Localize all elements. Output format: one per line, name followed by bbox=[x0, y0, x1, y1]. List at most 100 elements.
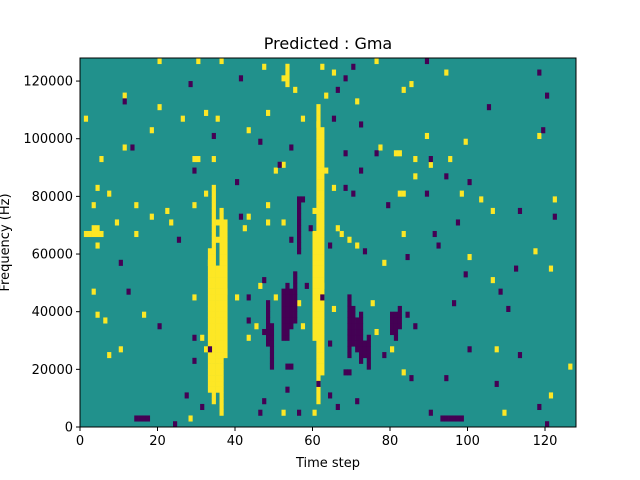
low-value-cell bbox=[269, 346, 275, 353]
low-value-cell bbox=[293, 282, 298, 289]
low-value-cell bbox=[405, 311, 410, 318]
low-value-cell bbox=[424, 190, 430, 197]
low-value-cell bbox=[320, 294, 325, 301]
low-value-cell bbox=[351, 340, 356, 347]
low-value-cell bbox=[351, 63, 356, 70]
low-value-cell bbox=[343, 150, 348, 157]
low-value-cell bbox=[285, 323, 290, 330]
low-value-cell bbox=[351, 323, 356, 330]
low-value-cell bbox=[262, 398, 267, 405]
high-value-cell bbox=[312, 294, 317, 301]
high-value-cell bbox=[219, 369, 224, 376]
high-value-cell bbox=[219, 392, 224, 399]
low-value-cell bbox=[297, 236, 302, 243]
high-value-cell bbox=[219, 277, 224, 284]
plot-frame bbox=[79, 57, 577, 428]
high-value-cell bbox=[316, 346, 321, 353]
high-value-cell bbox=[300, 323, 306, 330]
x-tick-label: 100 bbox=[455, 434, 480, 449]
low-value-cell bbox=[281, 334, 286, 341]
high-value-cell bbox=[316, 311, 321, 318]
high-value-cell bbox=[219, 213, 224, 220]
low-value-cell bbox=[289, 300, 294, 307]
high-value-cell bbox=[285, 63, 290, 70]
low-value-cell bbox=[347, 294, 352, 301]
low-value-cell bbox=[238, 75, 244, 82]
high-value-cell bbox=[219, 363, 224, 370]
low-value-cell bbox=[266, 311, 271, 318]
high-value-cell bbox=[134, 230, 139, 238]
high-value-cell bbox=[355, 242, 360, 249]
high-value-cell bbox=[320, 259, 325, 266]
high-value-cell bbox=[211, 196, 216, 203]
high-value-cell bbox=[320, 190, 325, 197]
high-value-cell bbox=[215, 277, 220, 284]
high-value-cell bbox=[320, 132, 325, 140]
low-value-cell bbox=[289, 144, 294, 151]
high-value-cell bbox=[312, 230, 317, 238]
low-value-cell bbox=[517, 352, 523, 359]
high-value-cell bbox=[316, 334, 321, 341]
high-value-cell bbox=[285, 81, 290, 88]
high-value-cell bbox=[281, 161, 286, 168]
low-value-cell bbox=[293, 271, 298, 278]
high-value-cell bbox=[134, 202, 139, 209]
high-value-cell bbox=[207, 386, 213, 393]
high-value-cell bbox=[211, 184, 216, 191]
low-value-cell bbox=[351, 311, 356, 318]
high-value-cell bbox=[320, 179, 325, 186]
high-value-cell bbox=[246, 127, 251, 134]
low-value-cell bbox=[452, 415, 457, 422]
high-value-cell bbox=[211, 340, 216, 347]
high-value-cell bbox=[293, 86, 298, 93]
chart-title: Predicted : Gma bbox=[264, 34, 392, 53]
high-value-cell bbox=[316, 352, 321, 359]
high-value-cell bbox=[207, 363, 213, 370]
high-value-cell bbox=[149, 213, 154, 220]
high-value-cell bbox=[297, 300, 302, 307]
high-value-cell bbox=[211, 248, 216, 255]
high-value-cell bbox=[211, 219, 216, 226]
low-value-cell bbox=[347, 317, 352, 324]
low-value-cell bbox=[207, 346, 213, 353]
high-value-cell bbox=[223, 352, 228, 359]
low-value-cell bbox=[424, 58, 430, 65]
plot-area bbox=[79, 57, 577, 428]
low-value-cell bbox=[281, 317, 286, 324]
low-value-cell bbox=[281, 294, 286, 301]
high-value-cell bbox=[223, 323, 228, 330]
high-value-cell bbox=[316, 259, 321, 266]
high-value-cell bbox=[157, 58, 162, 65]
low-value-cell bbox=[366, 346, 371, 353]
low-value-cell bbox=[467, 346, 472, 353]
high-value-cell bbox=[219, 346, 224, 353]
high-value-cell bbox=[324, 167, 329, 174]
low-value-cell bbox=[545, 421, 550, 428]
high-value-cell bbox=[262, 63, 267, 70]
low-value-cell bbox=[552, 213, 557, 220]
low-value-cell bbox=[285, 288, 290, 295]
high-value-cell bbox=[223, 242, 228, 249]
high-value-cell bbox=[320, 242, 325, 249]
high-value-cell bbox=[397, 190, 402, 197]
high-value-cell bbox=[401, 190, 406, 197]
high-value-cell bbox=[211, 317, 216, 324]
low-value-cell bbox=[142, 415, 147, 422]
low-value-cell bbox=[347, 305, 352, 312]
low-value-cell bbox=[440, 415, 445, 422]
high-value-cell bbox=[91, 225, 96, 232]
high-value-cell bbox=[211, 392, 216, 399]
low-value-cell bbox=[347, 328, 352, 336]
high-value-cell bbox=[316, 184, 321, 191]
low-value-cell bbox=[285, 282, 290, 289]
low-value-cell bbox=[455, 415, 461, 422]
low-value-cell bbox=[289, 317, 294, 324]
high-value-cell bbox=[266, 219, 271, 226]
high-value-cell bbox=[122, 92, 127, 99]
high-value-cell bbox=[211, 334, 216, 341]
low-value-cell bbox=[289, 294, 294, 301]
low-value-cell bbox=[134, 415, 139, 422]
low-value-cell bbox=[413, 323, 418, 330]
high-value-cell bbox=[378, 144, 383, 151]
